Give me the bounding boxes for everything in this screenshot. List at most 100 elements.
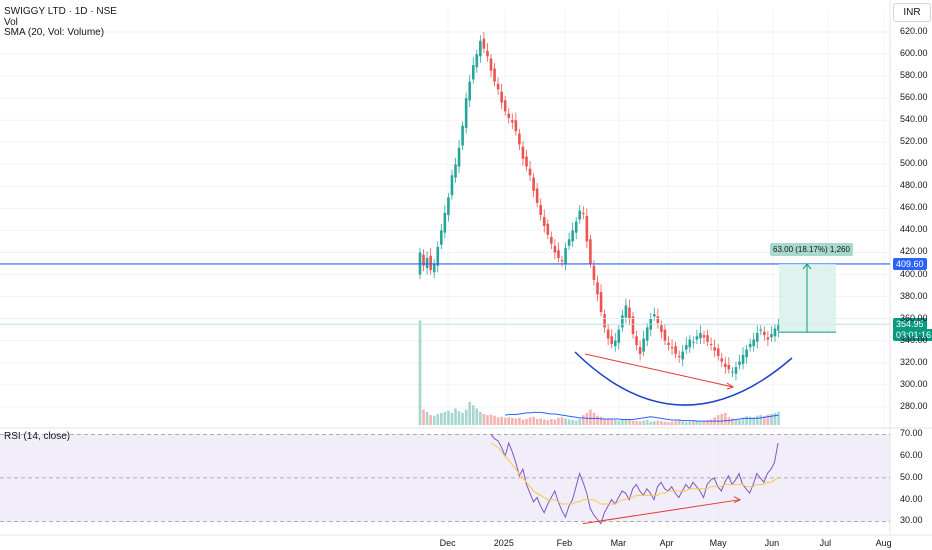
volume-legend[interactable]: Vol [4,17,18,28]
volume-bar [596,415,599,425]
currency-selector[interactable]: INR [893,3,931,22]
level-price-tag: 409.60 [893,257,927,270]
measure-label[interactable]: 63.00 (18.17%) 1,260 [770,242,853,256]
volume-bar [681,421,684,425]
volume-bar [663,421,667,425]
volume-bar [645,420,649,425]
volume-bar [610,419,613,425]
price-tick-label: 400.00 [900,268,928,279]
volume-bar [443,411,447,425]
volume-bar [525,418,528,425]
price-tick-label: 360.00 [900,312,928,323]
volume-bar [482,414,486,425]
volume-bar [567,419,571,425]
volume-bar [688,421,692,425]
candle-body [745,349,748,358]
candle-body [681,351,684,360]
candle-body [518,133,521,145]
volume-bar [613,420,617,425]
volume-bar [638,421,642,425]
candle-body [596,282,599,295]
candle-body [592,265,596,281]
rsi-legend[interactable]: RSI (14, close) [4,431,71,442]
symbol-title[interactable]: SWIGGY LTD · 1D · NSE [4,6,117,17]
volume-bar [624,419,628,425]
candle-body [638,347,642,354]
volume-bar [503,417,507,425]
candle-body [582,212,585,214]
volume-bar [716,415,720,425]
volume-bar [738,420,741,425]
volume-bar [546,420,550,425]
candle-body [496,83,500,90]
volume-bar [752,417,755,425]
price-tick-label: 580.00 [900,70,928,81]
candle-body [628,307,631,319]
volume-bar [535,418,539,425]
volume-bar [429,415,432,425]
candle-body [752,339,755,347]
time-tick-label: 2025 [493,538,514,548]
candle-body [521,146,525,159]
rsi-tick-label: 50.00 [900,471,923,482]
time-tick-label: Jun [764,538,780,548]
candle-body [653,314,656,317]
volume-bar [706,420,709,425]
candle-body [567,239,571,246]
candle-body [422,254,425,266]
candle-body [493,68,496,82]
candle-body [631,316,635,335]
candle-body [447,197,450,215]
volume-bar [670,421,674,425]
volume-bar [603,418,606,425]
volume-bar [571,420,574,425]
rsi-line [490,434,779,525]
candle-body [724,363,727,368]
candle-body [479,40,482,57]
candle-body [755,332,759,342]
candle-body [532,177,535,191]
candle-body [731,371,734,373]
rsi-tick-label: 60.00 [900,450,923,461]
volume-bar [692,421,695,425]
candle-body [539,205,542,215]
candle-body [471,65,475,80]
price-tick-label: 280.00 [900,400,928,411]
candle-body [546,223,550,235]
candle-body [663,329,667,341]
candle-body [670,347,674,349]
price-tick-label: 480.00 [900,180,928,191]
rsi-ma-line [490,442,779,505]
candle-body [770,334,773,338]
volume-bar [635,421,638,425]
sma-legend[interactable]: SMA (20, Vol: Volume) [4,27,105,38]
volume-bar [493,415,496,425]
volume-bar [642,420,645,425]
volume-bar [621,420,624,425]
price-divergence-arrow [726,382,735,390]
price-tick-label: 440.00 [900,224,928,235]
price-tick-label: 340.00 [900,334,928,345]
candle-body [677,356,681,358]
candle-body [709,343,713,346]
candle-body [613,340,617,347]
candle-body [667,342,670,346]
volume-bar [617,420,621,425]
candle-body [429,255,432,271]
candle-body [621,315,624,328]
rsi-divergence-arrow [733,496,742,504]
volume-bar [436,414,440,425]
volume-bar [528,417,532,425]
volume-bar [560,417,564,425]
candle-body [489,58,493,71]
candle-body [624,305,628,318]
price-divergence-line [584,353,734,388]
candle-body [475,54,479,68]
candle-body [589,239,592,264]
time-tick-label: May [709,538,727,548]
volume-bar [677,420,681,425]
measure-arrow-head [802,263,812,270]
candle-body [713,347,716,351]
volume-bar [674,421,677,425]
